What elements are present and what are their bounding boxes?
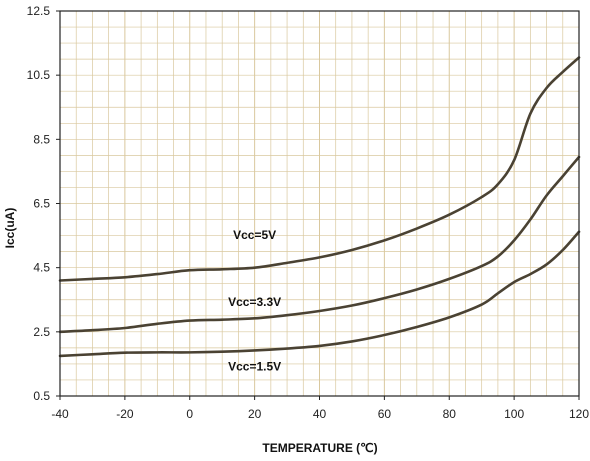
chart-grid (56, 10, 580, 400)
y-tick-labels: 0.5 2.5 4.5 6.5 8.5 10.5 12.5 (27, 4, 51, 403)
chart-series (58, 56, 581, 358)
x-tick-label: -20 (116, 407, 134, 421)
series-label-1: Vcc=3.3V (228, 295, 281, 309)
y-axis-label: Icc(uA) (3, 208, 17, 249)
y-tick-label: 6.5 (33, 197, 50, 211)
x-tick-label: 0 (186, 407, 193, 421)
series-line-2 (58, 230, 581, 358)
x-tick-label: 60 (378, 407, 392, 421)
y-tick-label: 8.5 (33, 132, 50, 146)
y-tick-label: 0.5 (33, 389, 50, 403)
series-label-2: Vcc=1.5V (228, 359, 281, 373)
y-tick-label: 10.5 (27, 68, 51, 82)
x-tick-labels: -40 -20 0 20 40 60 80 100 120 (51, 407, 589, 421)
x-tick-label: 120 (569, 407, 589, 421)
y-tick-label: 4.5 (33, 261, 50, 275)
series-labels: Vcc=5V Vcc=3.3V Vcc=1.5V (228, 228, 281, 374)
x-tick-label: 20 (248, 407, 262, 421)
series-line-0 (58, 56, 581, 282)
x-tick-label: -40 (51, 407, 69, 421)
x-tick-label: 40 (313, 407, 327, 421)
y-tick-label: 12.5 (27, 4, 51, 18)
plot-frame (59, 10, 580, 397)
series-label-0: Vcc=5V (233, 228, 276, 242)
y-tick-label: 2.5 (33, 325, 50, 339)
series-line-1 (58, 155, 581, 334)
x-tick-label: 80 (443, 407, 457, 421)
x-tick-label: 100 (504, 407, 524, 421)
x-axis-label: TEMPERATURE (℃) (262, 441, 377, 455)
